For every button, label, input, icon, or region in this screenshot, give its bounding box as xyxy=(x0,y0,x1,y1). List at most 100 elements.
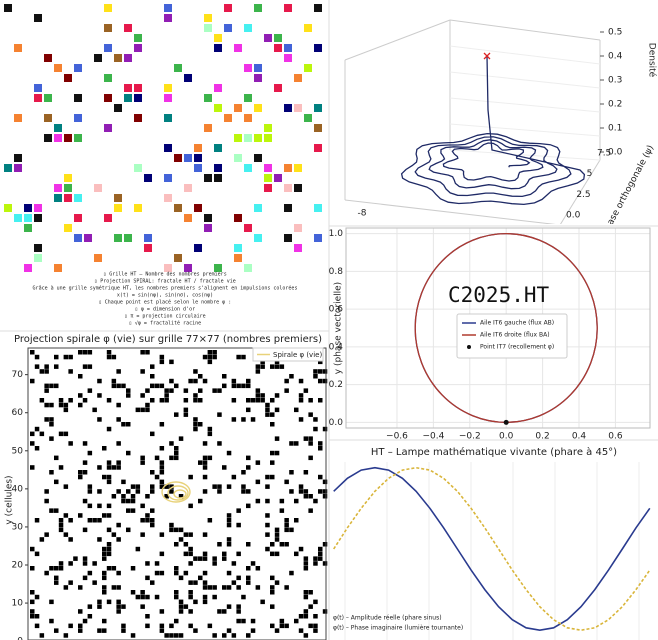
color-cell xyxy=(164,114,172,122)
y-tick-label: 0.0 xyxy=(329,418,344,428)
cell xyxy=(130,508,136,513)
color-cell xyxy=(134,84,142,92)
cell xyxy=(97,599,102,605)
cell xyxy=(87,388,93,393)
cell xyxy=(126,393,131,398)
cell xyxy=(318,556,323,561)
cell xyxy=(126,527,131,533)
cell xyxy=(270,412,275,417)
cell xyxy=(303,436,309,441)
cell xyxy=(250,417,256,422)
cell xyxy=(202,489,208,494)
color-cell xyxy=(264,34,272,42)
y-tick-label: 10 xyxy=(12,599,24,609)
cell xyxy=(183,570,189,576)
y-tick-label: 5 xyxy=(587,169,593,179)
color-cell xyxy=(284,164,292,172)
y-tick-label: 0 xyxy=(17,637,23,640)
color-cell xyxy=(314,204,322,212)
color-cell xyxy=(14,44,22,52)
cell xyxy=(34,364,40,369)
color-cell xyxy=(34,14,42,22)
cell xyxy=(121,623,126,629)
color-cell xyxy=(114,194,122,202)
color-cell xyxy=(214,34,222,42)
cell xyxy=(178,494,184,499)
cell xyxy=(270,590,275,595)
color-cell xyxy=(174,204,182,212)
cell xyxy=(78,350,83,355)
cell xyxy=(49,618,54,624)
color-cell xyxy=(194,154,202,162)
cell xyxy=(202,585,208,590)
color-cell xyxy=(244,134,252,142)
cell xyxy=(106,474,112,480)
cell xyxy=(308,455,313,461)
cell xyxy=(236,508,241,513)
cell xyxy=(222,383,227,389)
color-cell xyxy=(314,44,322,52)
cell xyxy=(145,388,150,393)
cell xyxy=(174,590,179,595)
cell xyxy=(207,354,213,360)
color-cell xyxy=(244,114,252,122)
cell xyxy=(274,359,280,365)
cell xyxy=(260,398,265,403)
cell xyxy=(82,498,88,504)
cell xyxy=(174,594,179,600)
cell xyxy=(236,609,241,614)
cell xyxy=(265,513,270,518)
cell xyxy=(260,599,265,605)
cell xyxy=(188,503,193,509)
cell xyxy=(303,489,309,494)
z-tick-label: 0.5 xyxy=(608,28,622,38)
cell xyxy=(164,633,169,638)
cell xyxy=(303,561,309,566)
cell xyxy=(169,623,174,629)
cell xyxy=(68,580,73,585)
cell xyxy=(270,585,275,590)
cell xyxy=(246,407,251,413)
cell xyxy=(159,470,165,475)
cell xyxy=(39,633,45,638)
cell xyxy=(222,556,227,561)
cell xyxy=(126,508,131,513)
cell xyxy=(289,441,294,446)
cell xyxy=(298,378,304,384)
cell xyxy=(78,393,83,398)
cell xyxy=(44,532,49,537)
color-cell xyxy=(164,174,172,182)
cell xyxy=(34,594,40,600)
cell xyxy=(174,412,179,417)
cell xyxy=(298,393,304,398)
cell xyxy=(241,354,246,360)
cell xyxy=(246,575,251,581)
cell xyxy=(303,556,309,561)
cell xyxy=(246,580,251,585)
cell xyxy=(63,484,69,489)
cell xyxy=(255,585,261,590)
cell xyxy=(102,546,107,552)
cell xyxy=(202,354,208,360)
cell xyxy=(265,407,270,413)
y-tick-label: 40 xyxy=(12,484,24,494)
spiral-ring xyxy=(167,485,189,501)
color-cell xyxy=(94,184,102,192)
cell xyxy=(82,556,88,561)
cell xyxy=(313,599,318,605)
cell xyxy=(178,537,184,542)
box-grid xyxy=(449,71,601,89)
color-cell xyxy=(54,124,62,132)
cell xyxy=(265,402,270,408)
cell xyxy=(183,604,189,609)
color-cell xyxy=(134,114,142,122)
cell xyxy=(322,426,328,432)
cell xyxy=(87,614,93,619)
cell xyxy=(294,518,299,523)
cell xyxy=(169,378,174,384)
chart-title: Projection spirale φ (vie) sur grille 77… xyxy=(14,334,322,345)
cell xyxy=(250,561,256,566)
cell xyxy=(279,623,285,629)
cell xyxy=(265,522,270,528)
